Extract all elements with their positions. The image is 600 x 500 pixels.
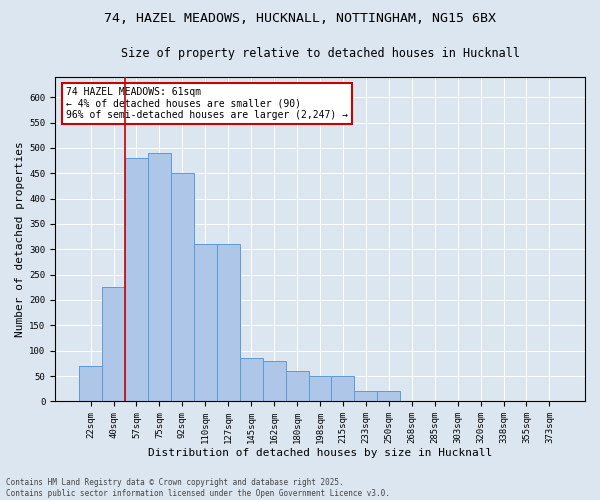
Bar xyxy=(331,376,355,402)
Text: 74 HAZEL MEADOWS: 61sqm
← 4% of detached houses are smaller (90)
96% of semi-det: 74 HAZEL MEADOWS: 61sqm ← 4% of detached… xyxy=(65,86,347,120)
Bar xyxy=(194,244,217,402)
Y-axis label: Number of detached properties: Number of detached properties xyxy=(15,142,25,337)
Bar xyxy=(171,174,194,402)
Bar xyxy=(263,361,286,402)
Title: Size of property relative to detached houses in Hucknall: Size of property relative to detached ho… xyxy=(121,48,520,60)
Bar xyxy=(102,288,125,402)
Text: Contains HM Land Registry data © Crown copyright and database right 2025.
Contai: Contains HM Land Registry data © Crown c… xyxy=(6,478,390,498)
Text: 74, HAZEL MEADOWS, HUCKNALL, NOTTINGHAM, NG15 6BX: 74, HAZEL MEADOWS, HUCKNALL, NOTTINGHAM,… xyxy=(104,12,496,26)
Bar xyxy=(286,371,308,402)
Bar xyxy=(308,376,331,402)
Bar xyxy=(355,391,377,402)
X-axis label: Distribution of detached houses by size in Hucknall: Distribution of detached houses by size … xyxy=(148,448,492,458)
Bar xyxy=(148,153,171,402)
Bar xyxy=(217,244,240,402)
Bar xyxy=(125,158,148,402)
Bar xyxy=(79,366,102,402)
Bar xyxy=(377,391,400,402)
Bar xyxy=(240,358,263,402)
